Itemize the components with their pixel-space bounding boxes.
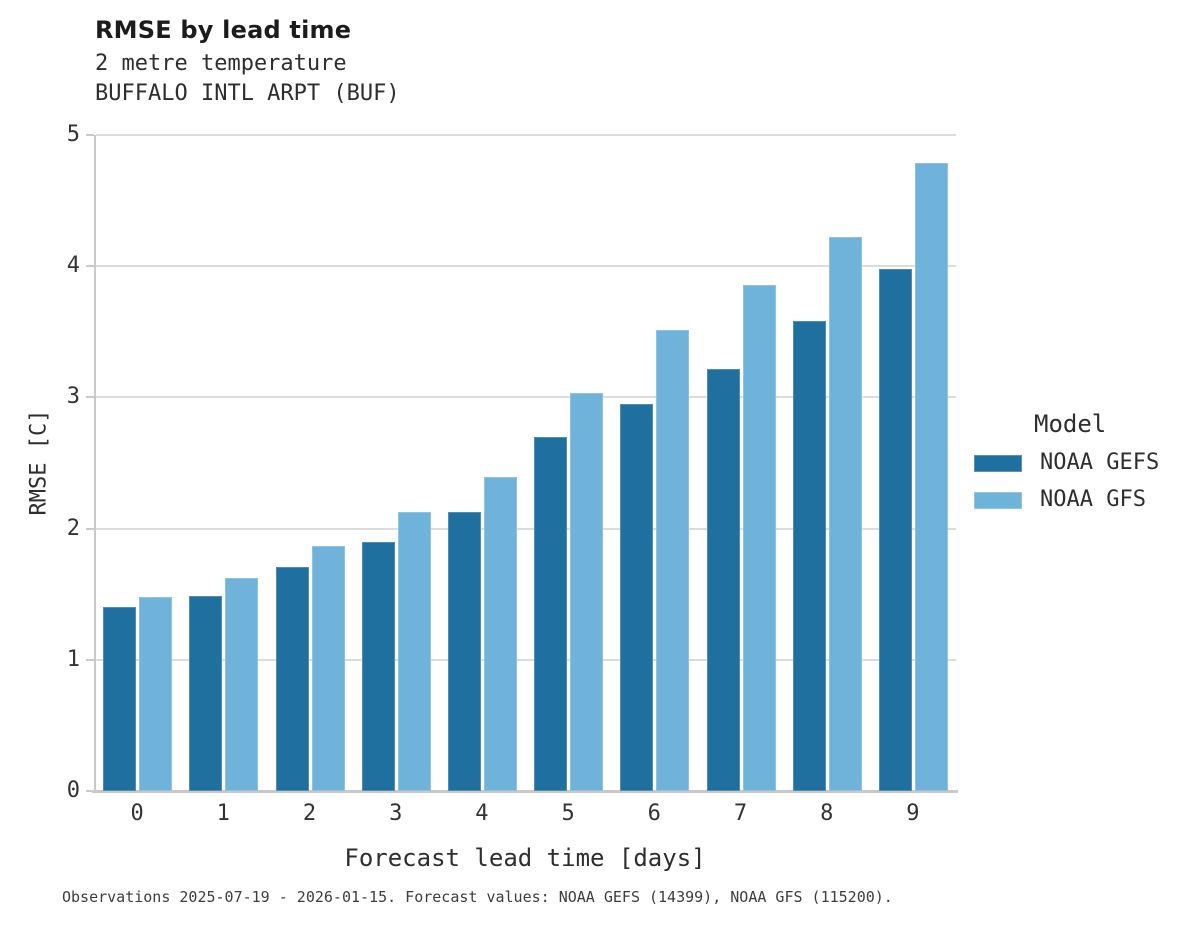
- x-axis-title: Forecast lead time [days]: [344, 844, 706, 872]
- gridline-y-4: [96, 265, 956, 268]
- legend-entry-label: NOAA GFS: [1040, 487, 1146, 512]
- y-axis-spine: [94, 135, 96, 793]
- footer-note: Observations 2025-07-19 - 2026-01-15. Fo…: [62, 888, 893, 906]
- y-tick-label-4: 4: [66, 253, 80, 279]
- y-tick-mark-1: [86, 658, 94, 661]
- y-tick-label-3: 3: [66, 384, 80, 410]
- bar-noaa-gefs-9: [878, 268, 912, 791]
- legend-swatch: [974, 454, 1022, 472]
- bar-noaa-gefs-2: [275, 566, 309, 791]
- gridline-y-5: [96, 134, 956, 136]
- x-axis-spine: [92, 790, 958, 793]
- bar-noaa-gefs-0: [103, 607, 137, 791]
- bar-noaa-gfs-8: [828, 237, 862, 791]
- y-tick-label-1: 1: [66, 646, 80, 672]
- bar-noaa-gefs-8: [792, 321, 826, 791]
- bar-noaa-gfs-9: [914, 162, 948, 791]
- y-tick-label-5: 5: [66, 122, 80, 147]
- y-tick-mark-0: [86, 790, 94, 792]
- chart-subtitle-station: BUFFALO INTL ARPT (BUF): [95, 81, 400, 106]
- bar-noaa-gfs-2: [311, 545, 345, 791]
- bar-noaa-gfs-1: [225, 578, 259, 791]
- y-tick-label-0: 0: [66, 778, 80, 803]
- legend-swatch: [974, 491, 1022, 509]
- bar-noaa-gefs-5: [534, 436, 568, 791]
- bar-noaa-gefs-7: [706, 368, 740, 791]
- bar-noaa-gefs-6: [620, 403, 654, 791]
- y-tick-mark-3: [86, 396, 94, 399]
- y-tick-mark-5: [86, 134, 94, 136]
- x-tick-label-1: 1: [216, 801, 230, 826]
- bar-noaa-gfs-3: [397, 511, 431, 791]
- legend-entry-noaa-gefs: NOAA GEFS: [974, 452, 1159, 474]
- bar-noaa-gfs-0: [139, 596, 173, 791]
- chart-subtitle-variable: 2 metre temperature: [95, 51, 347, 76]
- x-tick-label-9: 9: [906, 801, 920, 826]
- bar-noaa-gefs-3: [361, 541, 395, 791]
- x-tick-label-5: 5: [561, 801, 575, 826]
- x-tick-label-7: 7: [733, 801, 748, 826]
- legend: Model NOAA GEFS NOAA GFS: [974, 410, 1159, 526]
- plot-area: [86, 134, 958, 793]
- gridline-y-3: [96, 396, 956, 399]
- bar-noaa-gfs-4: [483, 477, 517, 791]
- legend-entry-label: NOAA GEFS: [1040, 450, 1160, 475]
- legend-title: Model: [1034, 410, 1107, 438]
- gridline-y-1: [96, 658, 956, 661]
- legend-entries: NOAA GEFS NOAA GFS: [974, 452, 1159, 511]
- bar-noaa-gfs-7: [742, 284, 776, 791]
- bar-noaa-gfs-6: [656, 330, 690, 791]
- y-tick-mark-4: [86, 265, 94, 268]
- bar-noaa-gefs-1: [189, 595, 223, 791]
- x-tick-label-0: 0: [130, 801, 144, 826]
- bar-noaa-gfs-5: [570, 393, 604, 791]
- chart-title: RMSE by lead time: [95, 16, 352, 44]
- bar-noaa-gefs-4: [447, 511, 481, 791]
- gridline-y-2: [96, 527, 956, 530]
- x-tick-label-6: 6: [647, 801, 661, 826]
- y-tick-label-2: 2: [66, 515, 80, 541]
- legend-entry-noaa-gfs: NOAA GFS: [974, 489, 1159, 511]
- x-tick-label-8: 8: [820, 801, 834, 826]
- x-tick-label-2: 2: [302, 801, 317, 826]
- y-tick-mark-2: [86, 527, 94, 530]
- x-tick-label-3: 3: [389, 801, 403, 826]
- x-tick-label-4: 4: [475, 801, 489, 826]
